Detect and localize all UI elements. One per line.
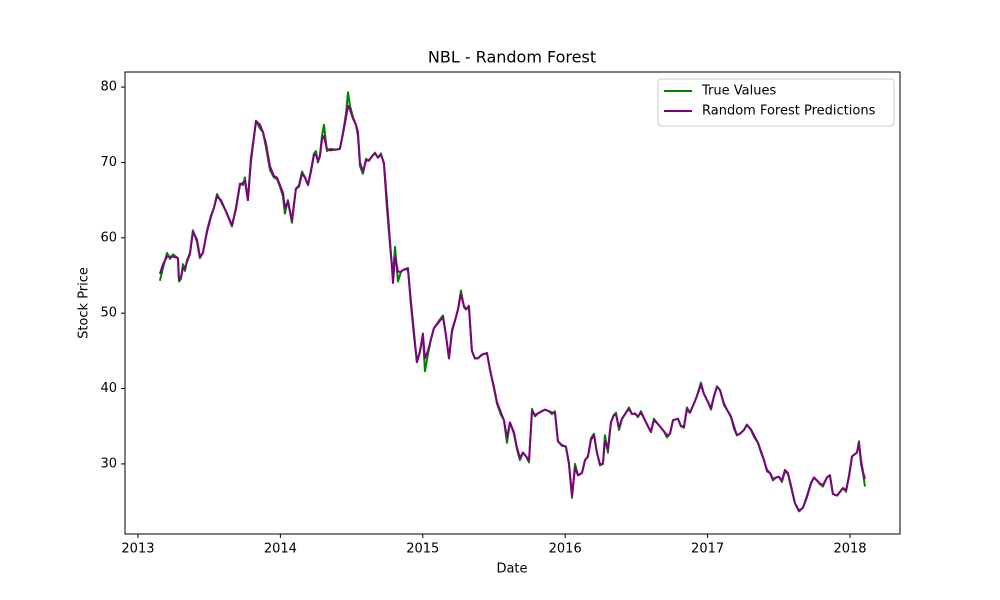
x-tick-label: 2016: [549, 542, 582, 557]
x-tick-label: 2014: [264, 542, 297, 557]
y-tick-label: 30: [100, 456, 117, 471]
legend-box: [657, 78, 895, 127]
x-tick-label: 2015: [406, 542, 439, 557]
x-tick-label: 2013: [121, 542, 154, 557]
y-tick-label: 60: [100, 230, 117, 245]
x-tick-label: 2017: [691, 542, 724, 557]
legend-label: Random Forest Predictions: [702, 104, 876, 119]
y-axis-label: Stock Price: [77, 267, 92, 339]
y-tick-label: 50: [100, 306, 117, 321]
chart-title: NBL - Random Forest: [428, 48, 596, 67]
legend-label: True Values: [701, 84, 776, 99]
data-line: [158, 104, 866, 512]
y-tick-label: 80: [100, 80, 117, 95]
x-axis-label: Date: [496, 562, 527, 577]
plot-frame: [124, 71, 901, 535]
y-tick-label: 70: [100, 155, 117, 170]
y-tick-label: 40: [100, 381, 117, 396]
x-tick-label: 2018: [833, 542, 866, 557]
